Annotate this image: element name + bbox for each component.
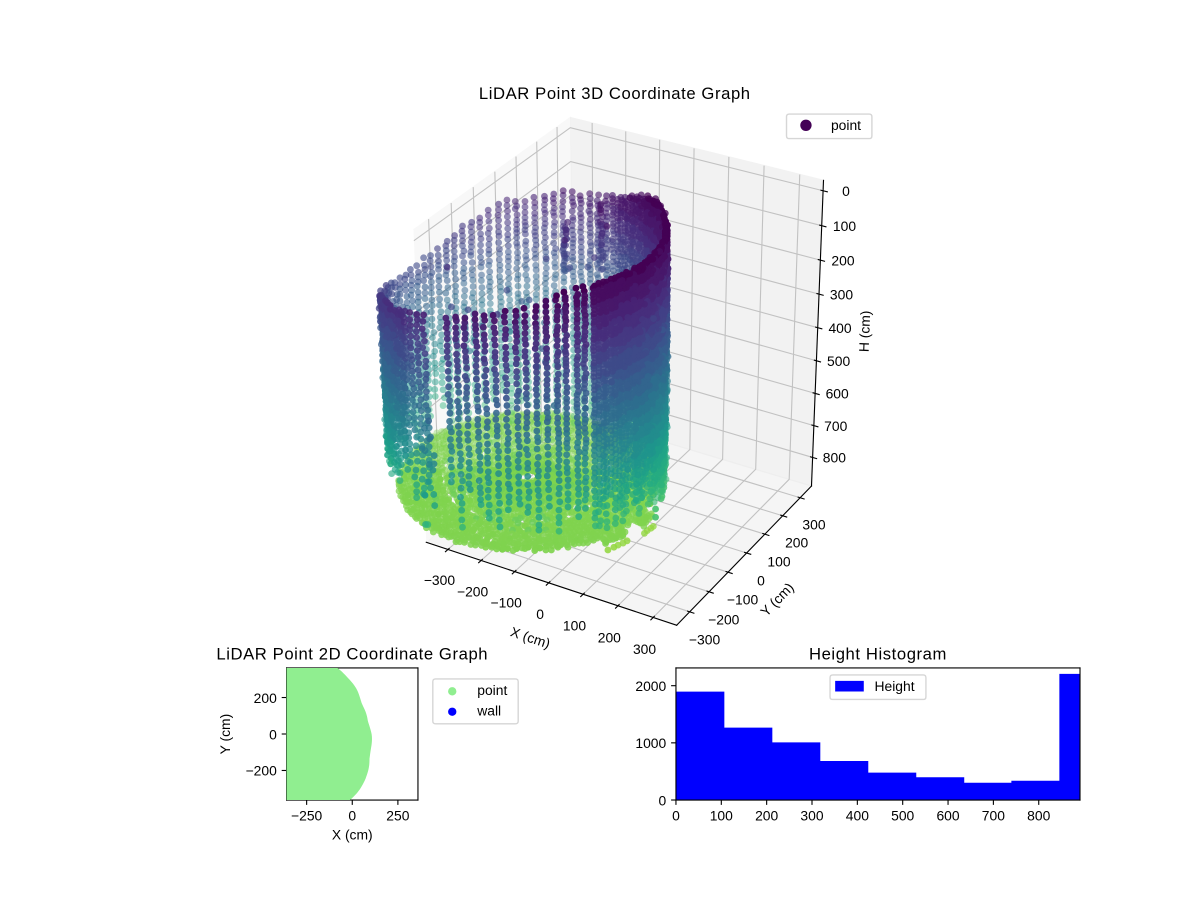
- svg-text:600: 600: [826, 386, 849, 402]
- svg-text:700: 700: [824, 418, 847, 434]
- svg-text:−200: −200: [708, 611, 740, 627]
- svg-text:H (cm): H (cm): [856, 310, 874, 352]
- svg-text:300: 300: [802, 516, 825, 532]
- svg-text:−200: −200: [457, 583, 489, 599]
- svg-text:0: 0: [536, 606, 544, 622]
- svg-text:300: 300: [633, 641, 656, 657]
- svg-text:400: 400: [828, 320, 851, 336]
- svg-text:−100: −100: [491, 595, 523, 611]
- svg-text:200: 200: [831, 253, 854, 269]
- svg-text:200: 200: [785, 535, 808, 551]
- svg-text:100: 100: [563, 618, 586, 634]
- svg-text:800: 800: [823, 450, 846, 466]
- svg-text:−300: −300: [424, 572, 456, 588]
- svg-text:200: 200: [598, 629, 621, 645]
- svg-text:100: 100: [833, 218, 856, 234]
- svg-text:300: 300: [830, 286, 853, 302]
- svg-text:−300: −300: [689, 632, 721, 648]
- svg-text:−100: −100: [727, 592, 759, 608]
- svg-text:0: 0: [842, 183, 850, 199]
- svg-text:0: 0: [757, 572, 765, 588]
- svg-text:500: 500: [827, 353, 850, 369]
- svg-text:100: 100: [767, 553, 790, 569]
